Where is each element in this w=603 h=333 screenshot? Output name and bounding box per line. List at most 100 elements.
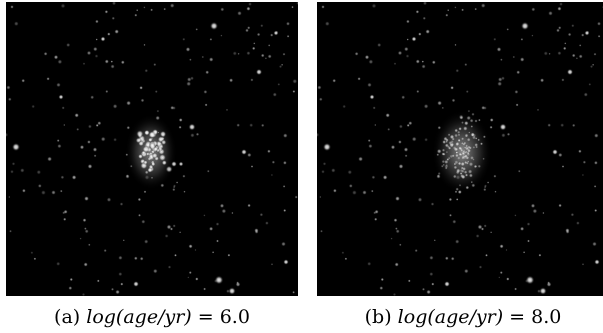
field-star: [69, 277, 74, 282]
field-star: [433, 239, 436, 242]
field-star: [208, 57, 214, 62]
cluster-star: [143, 129, 150, 136]
bright-star: [133, 281, 139, 287]
field-star: [83, 262, 88, 267]
field-star: [228, 78, 234, 83]
field-star: [83, 227, 87, 231]
field-star: [505, 248, 508, 252]
field-star: [557, 152, 563, 158]
field-star: [497, 81, 503, 87]
cluster-star: [143, 160, 148, 165]
field-star: [95, 38, 98, 41]
field-star: [86, 50, 92, 56]
field-star: [216, 239, 219, 243]
field-star: [547, 10, 554, 16]
field-star: [94, 19, 99, 24]
simulated-image-panel-b: [317, 2, 603, 296]
field-star: [581, 263, 585, 266]
field-star: [344, 257, 348, 261]
field-star: [546, 281, 552, 287]
field-star: [351, 190, 357, 196]
field-star: [578, 149, 582, 154]
field-star: [143, 239, 149, 244]
field-star: [348, 183, 353, 188]
field-star: [65, 42, 71, 48]
field-star: [260, 23, 264, 28]
field-star: [567, 32, 572, 37]
field-star: [125, 174, 130, 179]
caption-a-tag: (a): [54, 306, 81, 328]
field-star: [444, 256, 449, 261]
field-star: [538, 253, 542, 257]
field-star: [178, 125, 182, 129]
field-star: [318, 97, 323, 102]
field-star: [385, 112, 391, 118]
cluster-star: [466, 137, 471, 142]
field-star: [68, 286, 73, 291]
cluster-star: [477, 164, 482, 169]
caption-b-tag: (b): [364, 306, 392, 328]
field-star: [485, 253, 488, 257]
field-star: [373, 217, 378, 222]
field-star: [430, 202, 435, 206]
field-star: [169, 3, 175, 9]
field-star: [499, 270, 503, 275]
field-star: [506, 132, 511, 137]
cluster-star: [466, 152, 470, 155]
cluster-star: [475, 145, 479, 149]
field-star: [53, 54, 59, 60]
field-star: [571, 23, 575, 28]
field-star: [203, 214, 206, 217]
field-star: [144, 68, 149, 73]
field-star: [126, 125, 131, 130]
field-star: [478, 265, 483, 269]
field-star: [141, 219, 146, 224]
field-star: [565, 228, 570, 233]
field-star: [110, 287, 115, 291]
field-star: [246, 51, 251, 56]
field-star: [195, 277, 199, 281]
caption-a-value: 6.0: [219, 306, 250, 328]
field-star: [379, 286, 384, 291]
field-star: [94, 54, 99, 59]
bright-star: [499, 123, 507, 131]
cluster-star: [465, 185, 470, 190]
field-star: [43, 51, 48, 56]
field-star: [354, 51, 359, 56]
field-star: [256, 32, 261, 37]
field-star: [497, 77, 503, 82]
cluster-star: [436, 148, 442, 154]
field-star: [514, 89, 519, 94]
field-star: [520, 37, 524, 41]
field-star: [417, 32, 422, 36]
field-star: [455, 68, 460, 73]
cluster-star: [442, 163, 445, 167]
field-star: [95, 123, 99, 128]
field-star: [557, 6, 562, 11]
star-field-image-a: [6, 2, 298, 296]
field-star: [286, 34, 290, 38]
field-star: [357, 77, 361, 81]
cluster-star: [453, 146, 459, 152]
field-star: [81, 292, 86, 296]
field-star: [47, 156, 53, 162]
field-star: [581, 173, 584, 177]
field-star: [110, 60, 114, 63]
field-star: [194, 248, 197, 252]
field-star: [174, 253, 177, 257]
cluster-star: [457, 133, 461, 137]
field-star: [277, 82, 281, 86]
bright-star: [594, 259, 600, 265]
field-star: [368, 59, 374, 65]
field-star: [100, 136, 106, 142]
field-star: [134, 13, 138, 17]
cluster-star: [457, 189, 462, 195]
field-star: [282, 52, 286, 56]
field-star: [278, 64, 283, 69]
field-star: [106, 197, 112, 203]
field-star: [211, 251, 215, 254]
field-star: [367, 261, 372, 266]
field-star: [249, 123, 254, 128]
field-star: [87, 163, 93, 169]
field-star: [237, 52, 240, 55]
